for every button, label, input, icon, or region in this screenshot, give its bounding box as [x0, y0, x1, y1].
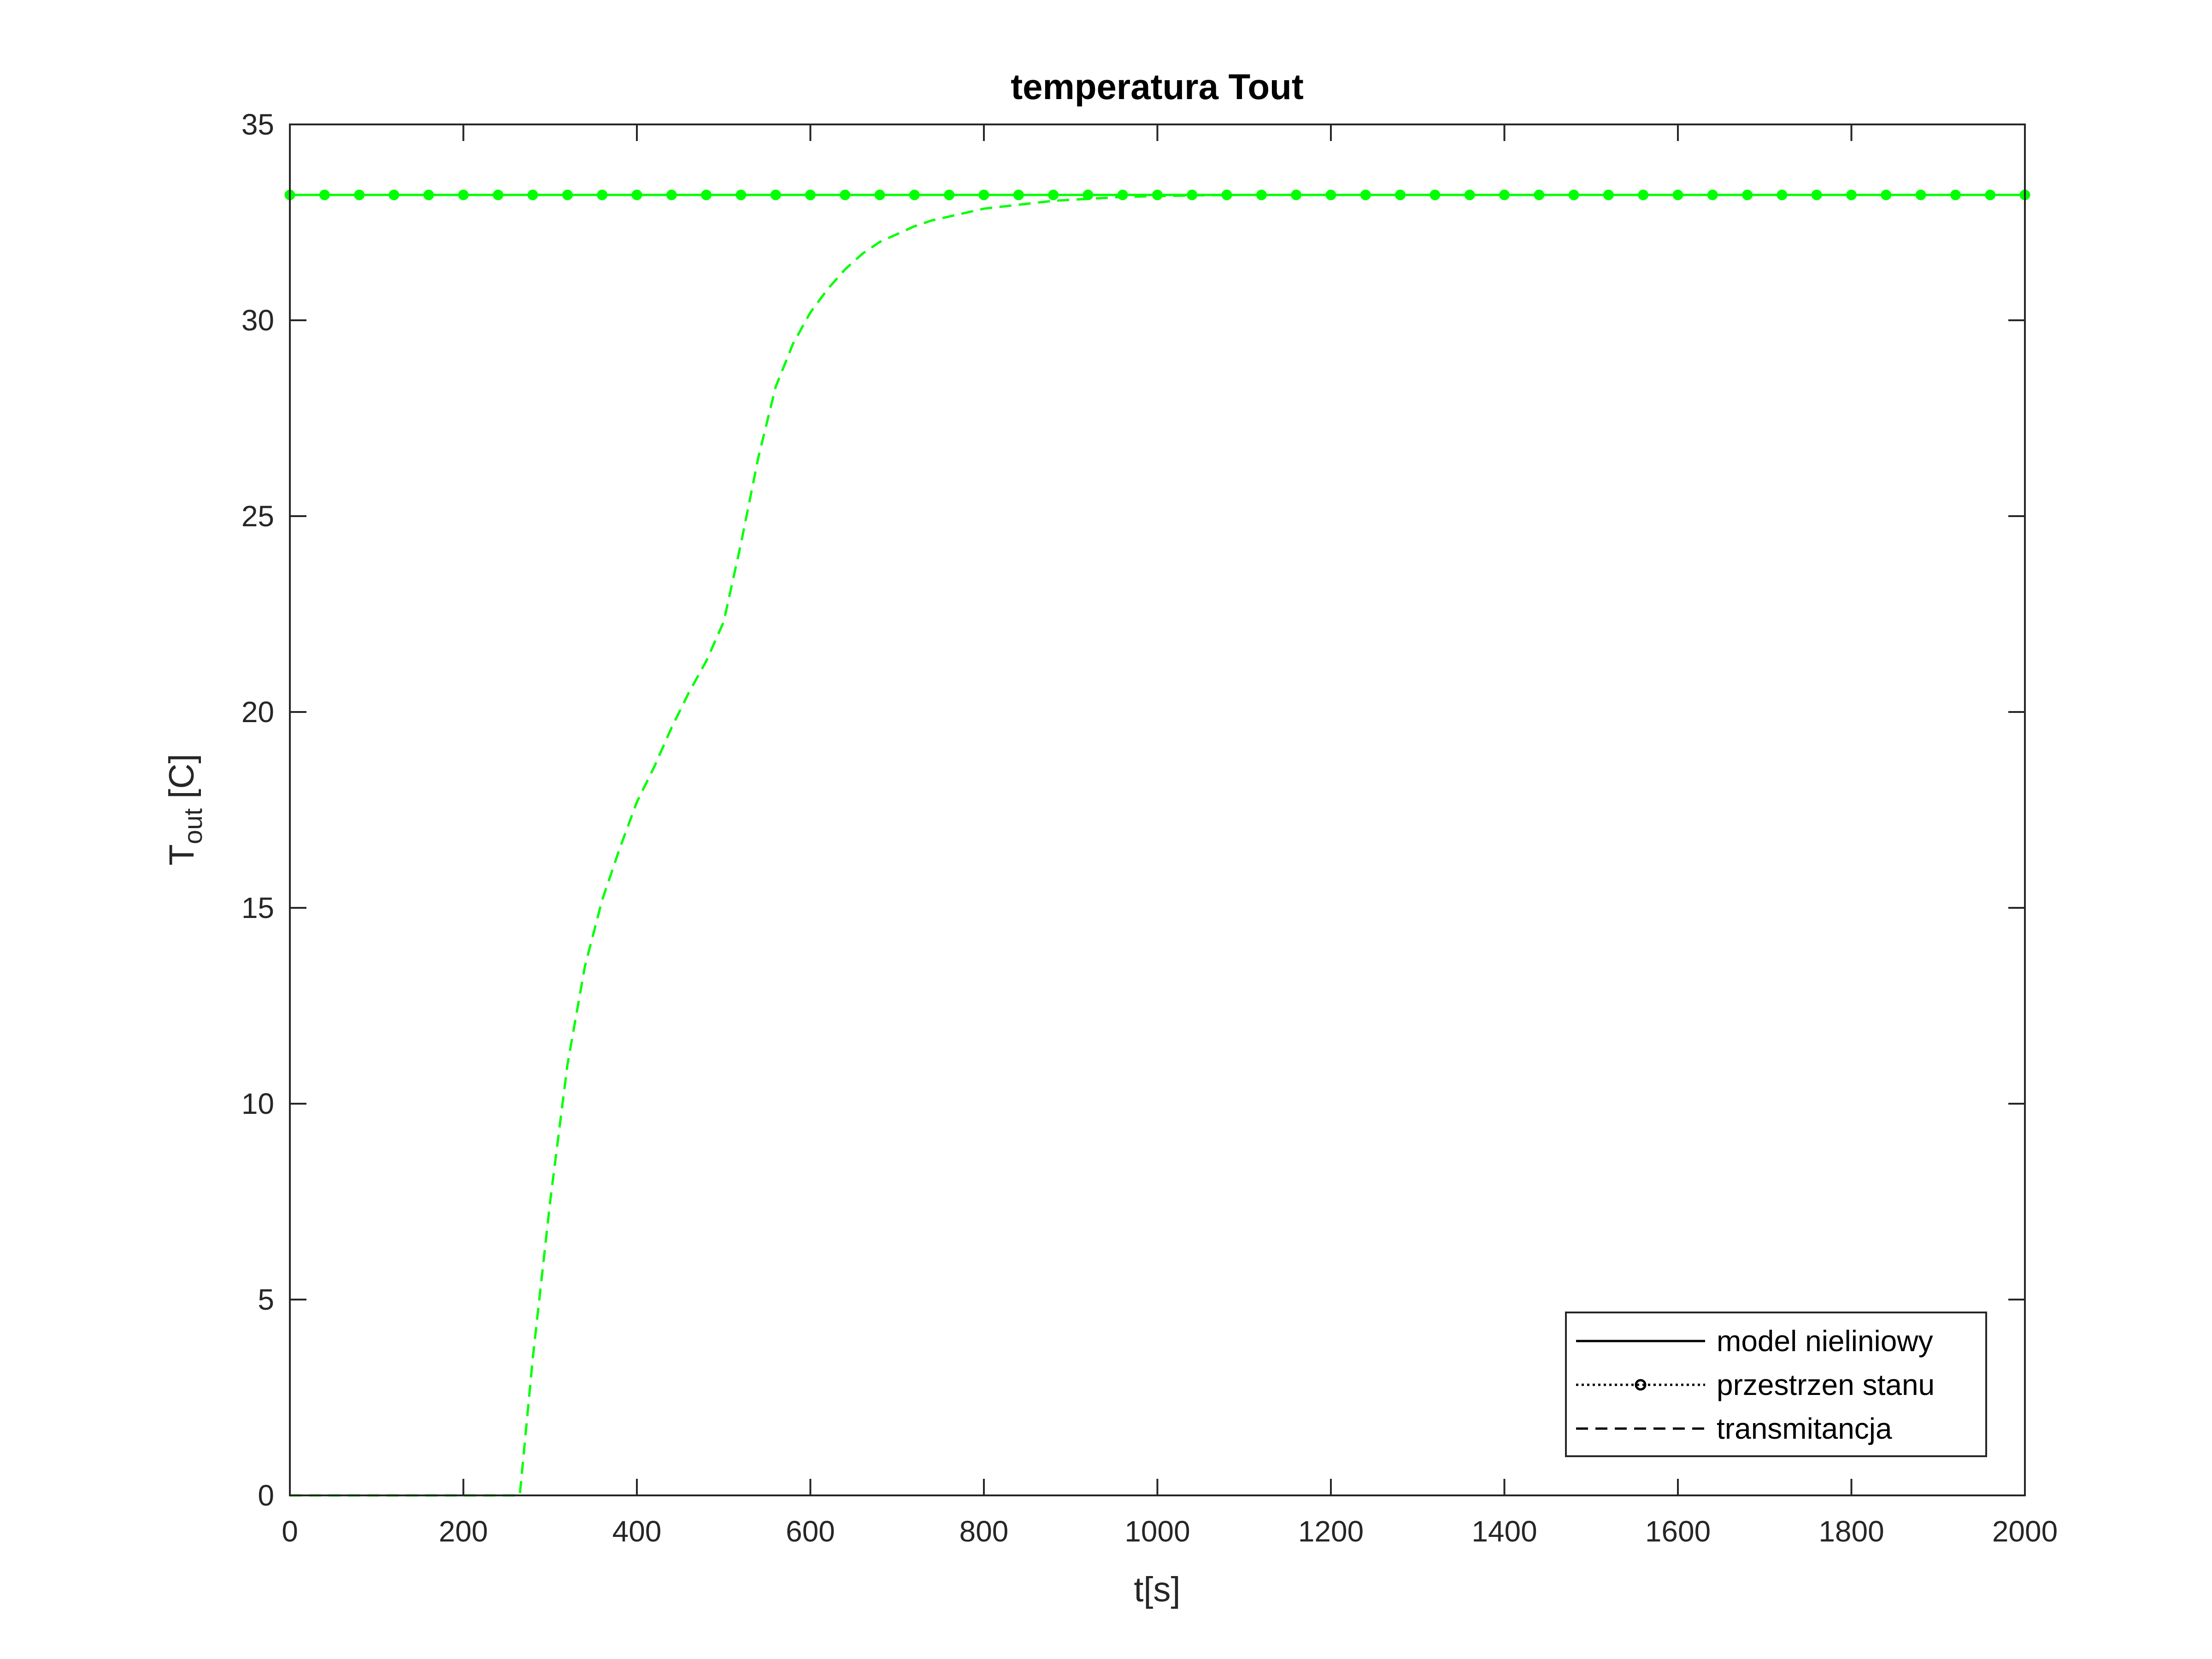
series-marker	[770, 189, 781, 200]
y-tick-label: 35	[241, 108, 274, 141]
y-tick-label: 5	[258, 1283, 274, 1316]
y-axis-label-main: T	[162, 844, 201, 865]
legend-marker-1	[1635, 1379, 1647, 1391]
series-marker	[562, 189, 573, 200]
x-tick-label: 1800	[1818, 1515, 1884, 1548]
series-marker	[1881, 189, 1892, 200]
series-marker	[701, 189, 712, 200]
legend-entry-0: model nieliniowy	[1717, 1324, 1933, 1358]
y-axis-label: Tout [C]	[162, 754, 207, 866]
x-tick-label: 1000	[1124, 1515, 1190, 1548]
series-marker	[909, 189, 920, 200]
y-tick-label: 0	[258, 1479, 274, 1512]
series-marker	[597, 189, 608, 200]
legend: model nieliniowy przestrzen stanu transmit…	[1565, 1312, 1987, 1457]
y-tick-label: 20	[241, 695, 274, 729]
series-layer	[284, 189, 2030, 1497]
x-axis-label: t[s]	[1134, 1570, 1180, 1609]
x-tick-label: 200	[439, 1515, 488, 1548]
x-tick-label: 400	[612, 1515, 662, 1548]
series-marker	[423, 189, 434, 200]
legend-entry-1: przestrzen stanu	[1717, 1368, 1935, 1401]
x-tick-label: 600	[786, 1515, 835, 1548]
series-marker	[944, 189, 955, 200]
y-tick-label: 30	[241, 304, 274, 337]
series-marker	[805, 189, 816, 200]
series-marker	[1013, 189, 1024, 200]
series-marker	[493, 189, 504, 200]
legend-entry-2: transmitancja	[1717, 1412, 1892, 1445]
x-tick-label: 2000	[1992, 1515, 2058, 1548]
series-line-2	[290, 194, 2025, 1497]
x-tick-label: 1400	[1471, 1515, 1537, 1548]
series-marker	[840, 189, 851, 200]
chart-title: temperatura Tout	[1011, 66, 1304, 107]
series-marker	[874, 189, 885, 200]
series-marker	[354, 189, 365, 200]
series-marker	[388, 189, 400, 200]
series-marker	[458, 189, 469, 200]
x-tick-label: 1200	[1298, 1515, 1364, 1548]
x-tick-label: 800	[959, 1515, 1009, 1548]
x-tick-label: 0	[282, 1515, 298, 1548]
series-marker	[735, 189, 747, 200]
y-tick-label: 15	[241, 891, 274, 924]
series-marker	[527, 189, 538, 200]
series-marker	[666, 189, 677, 200]
y-axis-label-subscript: out	[178, 808, 207, 844]
ticks-layer: 0 200 400 600 800 1000 1200 1400 1600 1800 2000 0 5 1…	[241, 108, 2058, 1548]
y-tick-label: 10	[241, 1087, 274, 1120]
series-marker	[319, 189, 330, 200]
y-tick-label: 25	[241, 500, 274, 533]
series-marker	[631, 189, 642, 200]
series-marker	[1048, 189, 1059, 200]
series-marker	[978, 189, 989, 200]
y-axis-label-unit: [C]	[162, 754, 201, 808]
x-tick-label: 1600	[1645, 1515, 1711, 1548]
